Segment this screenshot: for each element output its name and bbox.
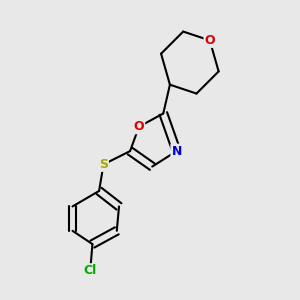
Text: Cl: Cl	[84, 264, 97, 277]
Text: O: O	[134, 120, 144, 133]
Text: O: O	[205, 34, 215, 47]
Text: N: N	[171, 145, 182, 158]
Text: S: S	[99, 158, 108, 171]
